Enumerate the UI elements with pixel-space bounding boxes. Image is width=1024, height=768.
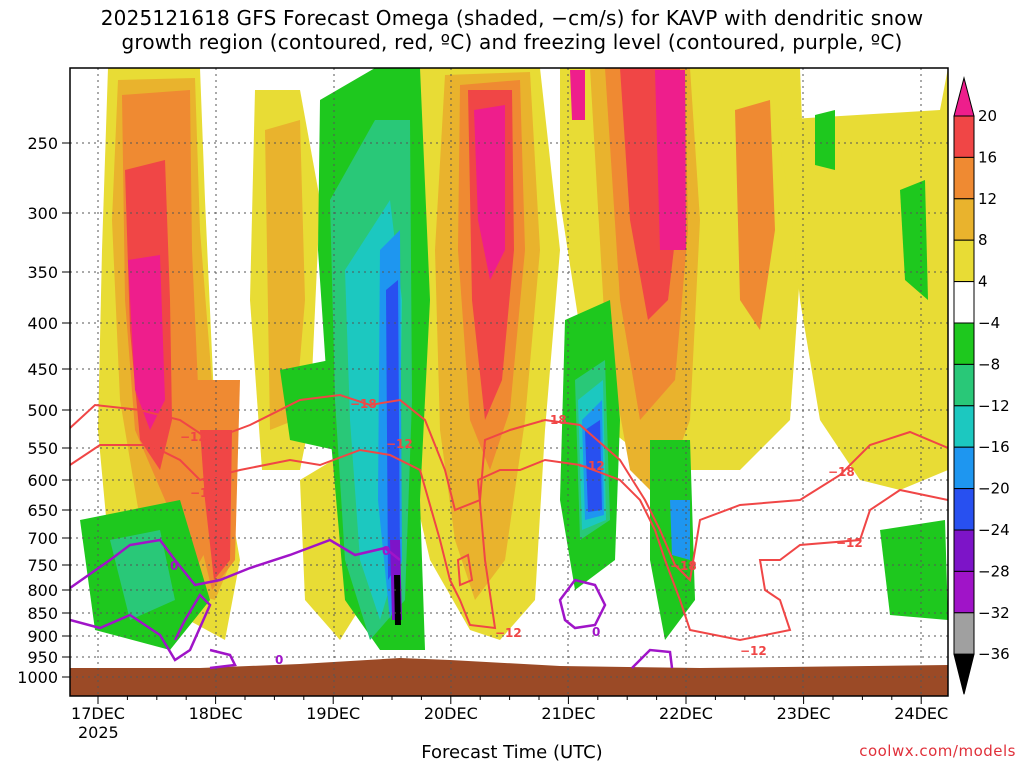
omega-magenta-region-2 [474, 105, 505, 280]
colorbar-label: 4 [978, 273, 988, 291]
omega-green-region-8 [815, 110, 835, 170]
y-tick-label: 900 [27, 627, 58, 646]
colorbar-swatch [953, 612, 975, 655]
omega-magenta-region-1 [128, 255, 165, 430]
omega-blue-region-1 [386, 280, 400, 580]
x-tick-label: 18DEC [189, 704, 243, 723]
colorbar-swatch [953, 529, 975, 572]
omega-black-region-1 [394, 575, 401, 625]
colorbar: 20 16 12 8 4 −4 −8 −12 −16 −20 −24 −28 −32 −36 [953, 76, 1010, 695]
freezing-label: 0 [382, 544, 390, 558]
y-tick-label: 1000 [17, 668, 58, 687]
colorbar-label: −16 [978, 438, 1010, 456]
y-tick-label: 600 [27, 471, 58, 490]
dgz-label: −18 [828, 465, 855, 479]
dgz-label: −18 [350, 397, 377, 411]
dgz-label: −12 [740, 644, 767, 658]
y-tick-label: 950 [27, 648, 58, 667]
y-axis: 250 300 350 400 450 500 550 600 650 700 750 800 850 9… [17, 134, 70, 687]
colorbar-label: −8 [978, 355, 1000, 373]
colorbar-swatch [953, 363, 975, 407]
colorbar-label: −20 [978, 480, 1010, 498]
chart-title-line-2: growth region (contoured, red, ºC) and f… [121, 30, 903, 54]
dgz-label: −12 [180, 430, 207, 444]
x-tick-label: 24DEC [894, 704, 948, 723]
dgz-label: −18 [670, 559, 697, 573]
colorbar-label: 20 [978, 107, 997, 125]
omega-cyan-region-3 [670, 500, 690, 560]
colorbar-swatch [953, 198, 975, 241]
omega-green-region-6 [280, 360, 335, 450]
chart-title-line-1: 2025121618 GFS Forecast Omega (shaded, −… [100, 6, 924, 30]
y-tick-label: 250 [27, 134, 58, 153]
y-tick-label: 850 [27, 604, 58, 623]
freezing-level-contours [70, 538, 674, 670]
colorbar-label: 8 [978, 231, 988, 249]
y-tick-label: 350 [27, 263, 58, 282]
x-tick-label: 17DEC [71, 704, 125, 723]
freezing-label: 0 [275, 653, 283, 667]
y-tick-label: 500 [27, 401, 58, 420]
y-tick-label: 650 [27, 501, 58, 520]
dgz-label: −12 [495, 626, 522, 640]
x-tick-label: 20DEC [424, 704, 478, 723]
y-tick-label: 750 [27, 556, 58, 575]
y-tick-label: 400 [27, 314, 58, 333]
colorbar-top-arrow [953, 76, 975, 117]
colorbar-bottom-arrow [953, 653, 975, 695]
colorbar-label: 16 [978, 148, 997, 166]
colorbar-swatch [953, 115, 975, 158]
credit-text: coolwx.com/models [859, 742, 1016, 760]
dgz-label: −18 [540, 413, 567, 427]
colorbar-label: −36 [978, 645, 1010, 663]
omega-magenta-region-4 [570, 70, 585, 120]
y-tick-label: 800 [27, 581, 58, 600]
colorbar-swatch [953, 446, 975, 490]
colorbar-label: −24 [978, 521, 1010, 539]
x-axis: 17DEC 18DEC 19DEC 20DEC 21DEC 22DEC 23DEC 24DEC [71, 696, 948, 723]
colorbar-label: −28 [978, 562, 1010, 580]
dgz-label: −12 [578, 459, 605, 473]
colorbar-swatch [953, 156, 975, 200]
x-tick-label: 19DEC [306, 704, 360, 723]
colorbar-swatch [953, 405, 975, 448]
omega-green-region-7 [900, 180, 928, 300]
plot-frame [69, 67, 949, 697]
colorbar-swatch [953, 322, 975, 365]
colorbar-swatch [953, 488, 975, 531]
grid-lines [70, 68, 948, 696]
y-tick-label: 450 [27, 360, 58, 379]
colorbar-label: −12 [978, 397, 1010, 415]
omega-shading: −12 −18 −18 −12 −18 −12 −18 −12 −12 −18 … [70, 68, 948, 696]
omega-gold-region-4 [265, 120, 305, 430]
omega-orange-region-4 [735, 100, 775, 330]
omega-red-region-4 [200, 430, 232, 580]
colorbar-swatch [953, 281, 975, 324]
x-tick-label: 23DEC [777, 704, 831, 723]
colorbar-label: −4 [978, 314, 1000, 332]
omega-blue-region-2 [585, 420, 602, 512]
y-tick-label: 300 [27, 204, 58, 223]
colorbar-swatch [953, 570, 975, 614]
freezing-label: 0 [170, 559, 178, 573]
dgz-label: −12 [386, 437, 413, 451]
freezing-label: 0 [592, 625, 600, 639]
omega-green-region-5 [880, 520, 948, 620]
colorbar-label: 12 [978, 190, 997, 208]
dgz-label: −12 [836, 536, 863, 550]
colorbar-label: −32 [978, 604, 1010, 622]
colorbar-swatch [953, 239, 975, 283]
omega-yellow-region-5 [775, 68, 948, 490]
x-tick-label: 21DEC [541, 704, 595, 723]
year-label: 2025 [78, 723, 119, 742]
x-axis-title: Forecast Time (UTC) [421, 742, 603, 763]
dgz-label: −18 [190, 486, 217, 500]
y-tick-label: 700 [27, 529, 58, 548]
x-tick-label: 22DEC [659, 704, 713, 723]
y-tick-label: 550 [27, 439, 58, 458]
dgz-contours [70, 393, 948, 642]
omega-ltgreen-region-2 [110, 530, 175, 620]
omega-magenta-region-3 [655, 70, 686, 250]
